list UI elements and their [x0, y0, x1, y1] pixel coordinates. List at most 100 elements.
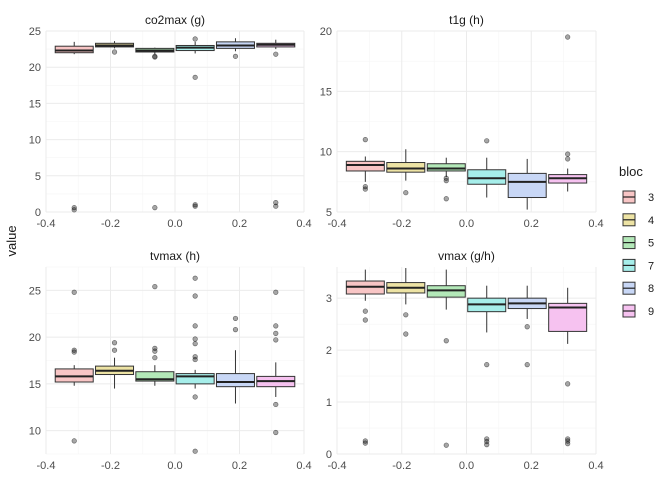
box-9	[548, 34, 588, 192]
outlier-point	[192, 74, 198, 80]
facet-panel: -0.4 -0.2 0.0 0.2 0.4 10 15 20 25 tvmax (h)	[29, 249, 312, 472]
box-7	[175, 275, 215, 454]
box-3	[54, 289, 94, 444]
outlier-point	[111, 340, 118, 346]
x-tick-label: 0.4	[296, 218, 311, 230]
legend-key-4: 4	[620, 210, 654, 229]
box-5	[135, 47, 175, 211]
outlier-point	[362, 317, 368, 323]
outlier-point	[192, 36, 198, 42]
box-body	[135, 371, 175, 382]
outlier-point	[192, 336, 198, 342]
box-3	[54, 41, 94, 213]
y-tick-label: 10	[29, 426, 41, 438]
outlier-point	[152, 53, 158, 59]
box-4	[95, 41, 135, 55]
x-tick-label: 0.0	[167, 218, 182, 230]
y-tick-label: 3	[326, 293, 332, 305]
outlier-point	[484, 138, 490, 144]
outlier-point	[192, 354, 198, 360]
panel-title: t1g (h)	[449, 13, 484, 27]
box-5	[135, 284, 175, 386]
outlier-point	[484, 442, 490, 448]
y-tick-label: 10	[320, 147, 332, 159]
outlier-point	[273, 323, 279, 329]
outlier-point	[192, 293, 198, 299]
y-tick-label: 2	[326, 345, 332, 357]
x-tick-label: -0.2	[101, 218, 120, 230]
y-tick-label: 25	[29, 285, 41, 297]
x-tick-label: 0.2	[524, 460, 539, 472]
outlier-point	[362, 137, 368, 143]
legend-label: 5	[648, 238, 654, 250]
box-5	[426, 269, 466, 448]
outlier-point	[152, 355, 158, 361]
box-body	[386, 162, 426, 173]
x-tick-label: 0.0	[167, 460, 182, 472]
y-tick-label: 15	[320, 86, 332, 98]
y-tick-label: 0	[35, 207, 41, 219]
outlier-point	[403, 190, 409, 196]
legend-key-3: 3	[620, 188, 654, 206]
outlier-point	[443, 196, 449, 202]
outlier-point	[443, 175, 449, 181]
y-tick-label: 10	[29, 135, 41, 147]
x-tick-label: 0.0	[459, 218, 474, 230]
y-tick-label: 20	[320, 26, 332, 38]
x-tick-label: 0.2	[232, 218, 247, 230]
outlier-point	[565, 34, 571, 40]
x-tick-label: 0.4	[296, 460, 311, 472]
x-tick-label: -0.4	[37, 460, 56, 472]
y-tick-label: 25	[29, 26, 41, 38]
outlier-point	[192, 323, 198, 329]
outlier-point	[403, 312, 409, 318]
box-7	[467, 285, 507, 448]
legend-label: 3	[648, 192, 654, 204]
box-4	[386, 268, 426, 337]
outlier-point	[192, 202, 198, 208]
box-body	[175, 373, 215, 385]
outlier-point	[565, 381, 571, 387]
outlier-point	[273, 203, 279, 209]
outlier-point	[111, 49, 118, 55]
outlier-point	[362, 308, 368, 314]
outlier-point	[524, 324, 530, 330]
x-tick-label: 0.4	[588, 460, 603, 472]
box-body	[345, 160, 385, 172]
y-tick-label: 5	[326, 207, 332, 219]
facet-panel: -0.4 -0.2 0.0 0.2 0.4 0 1 2 3 vmax (g/h)	[326, 249, 604, 472]
outlier-point	[152, 348, 158, 354]
outlier-point	[273, 337, 279, 343]
outlier-point	[71, 438, 77, 444]
outlier-point	[152, 345, 158, 351]
outlier-point	[565, 151, 571, 157]
box-3	[345, 137, 385, 192]
legend: bloc 3 4 5 7 8 9	[619, 164, 654, 320]
outlier-point	[71, 349, 77, 355]
outlier-point	[273, 289, 279, 295]
y-tick-label: 20	[29, 332, 41, 344]
box-body	[215, 373, 255, 388]
outlier-point	[111, 347, 118, 353]
x-tick-label: -0.2	[392, 218, 411, 230]
box-3	[345, 269, 385, 446]
outlier-point	[403, 331, 409, 337]
outlier-point	[443, 338, 449, 344]
box-7	[467, 138, 507, 198]
y-axis-title: value	[4, 225, 19, 256]
outlier-point	[192, 203, 198, 209]
box-8	[507, 158, 547, 210]
x-tick-label: 0.2	[524, 218, 539, 230]
outlier-point	[524, 362, 530, 368]
box-8	[215, 315, 255, 404]
panel-title: tvmax (h)	[150, 249, 200, 263]
outlier-point	[192, 394, 198, 400]
outlier-point	[273, 199, 279, 206]
y-tick-label: 15	[29, 379, 41, 391]
outlier-point	[565, 156, 571, 162]
legend-key-5: 5	[620, 233, 654, 252]
legend-label: 4	[648, 215, 654, 227]
outlier-point	[152, 205, 158, 211]
outlier-point	[443, 442, 449, 448]
